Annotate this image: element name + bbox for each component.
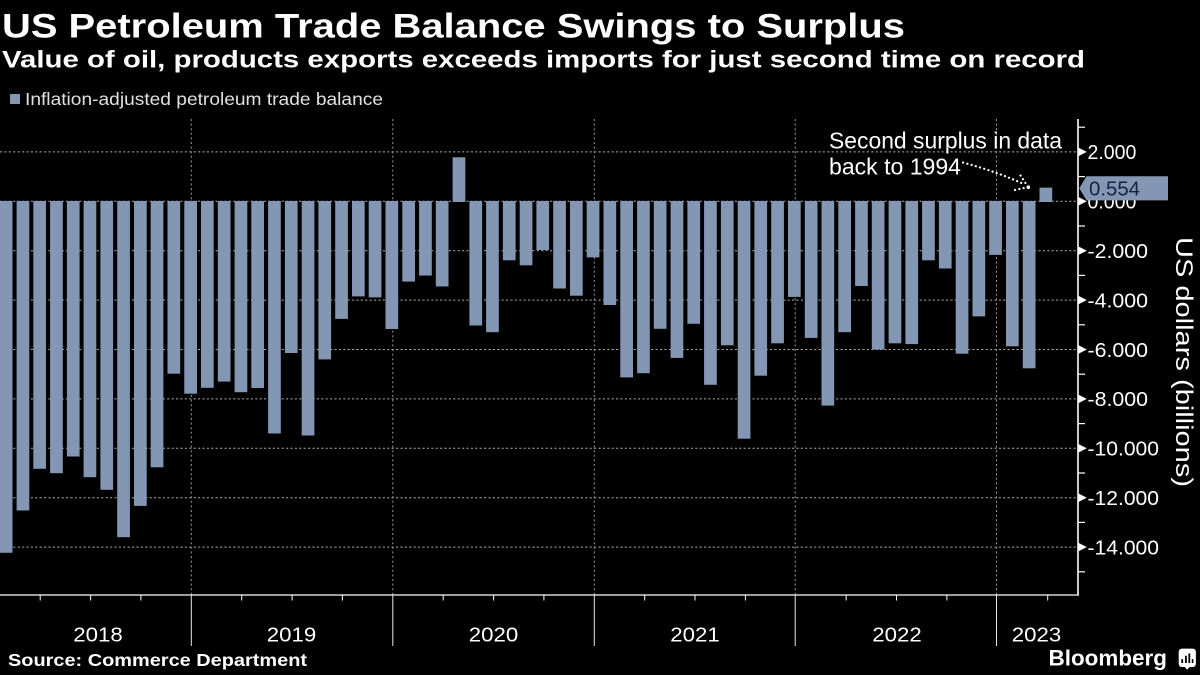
svg-text:0.554: 0.554 [1089, 178, 1140, 201]
svg-text:Source: Commerce Department: Source: Commerce Department [8, 650, 307, 670]
svg-text:US dollars (billions): US dollars (billions) [1170, 237, 1197, 487]
svg-text:Second surplus in data: Second surplus in data [829, 128, 1062, 154]
svg-text:2018: 2018 [73, 623, 123, 646]
svg-text:2021: 2021 [670, 624, 720, 647]
svg-text:-12.000: -12.000 [1087, 487, 1159, 510]
svg-text:-6.000: -6.000 [1088, 339, 1149, 362]
svg-text:Value of oil, products exports: Value of oil, products exports exceeds i… [2, 46, 1085, 73]
svg-text:-4.000: -4.000 [1088, 289, 1149, 312]
svg-text:2019: 2019 [267, 623, 317, 646]
svg-text:2020: 2020 [469, 623, 519, 646]
svg-text:US Petroleum Trade Balance Swi: US Petroleum Trade Balance Swings to Sur… [2, 7, 905, 45]
svg-text:2022: 2022 [872, 624, 922, 647]
svg-text:2023: 2023 [1012, 624, 1062, 647]
svg-text:-14.000: -14.000 [1087, 536, 1159, 559]
svg-text:Inflation-adjusted petroleum t: Inflation-adjusted petroleum trade balan… [25, 89, 383, 109]
svg-text:back to 1994: back to 1994 [829, 154, 961, 180]
svg-text:Bloomberg: Bloomberg [1048, 646, 1167, 671]
svg-text:-10.000: -10.000 [1087, 438, 1159, 461]
svg-text:-8.000: -8.000 [1087, 388, 1148, 411]
svg-text:2.000: 2.000 [1088, 141, 1137, 164]
svg-text:-2.000: -2.000 [1088, 240, 1149, 263]
